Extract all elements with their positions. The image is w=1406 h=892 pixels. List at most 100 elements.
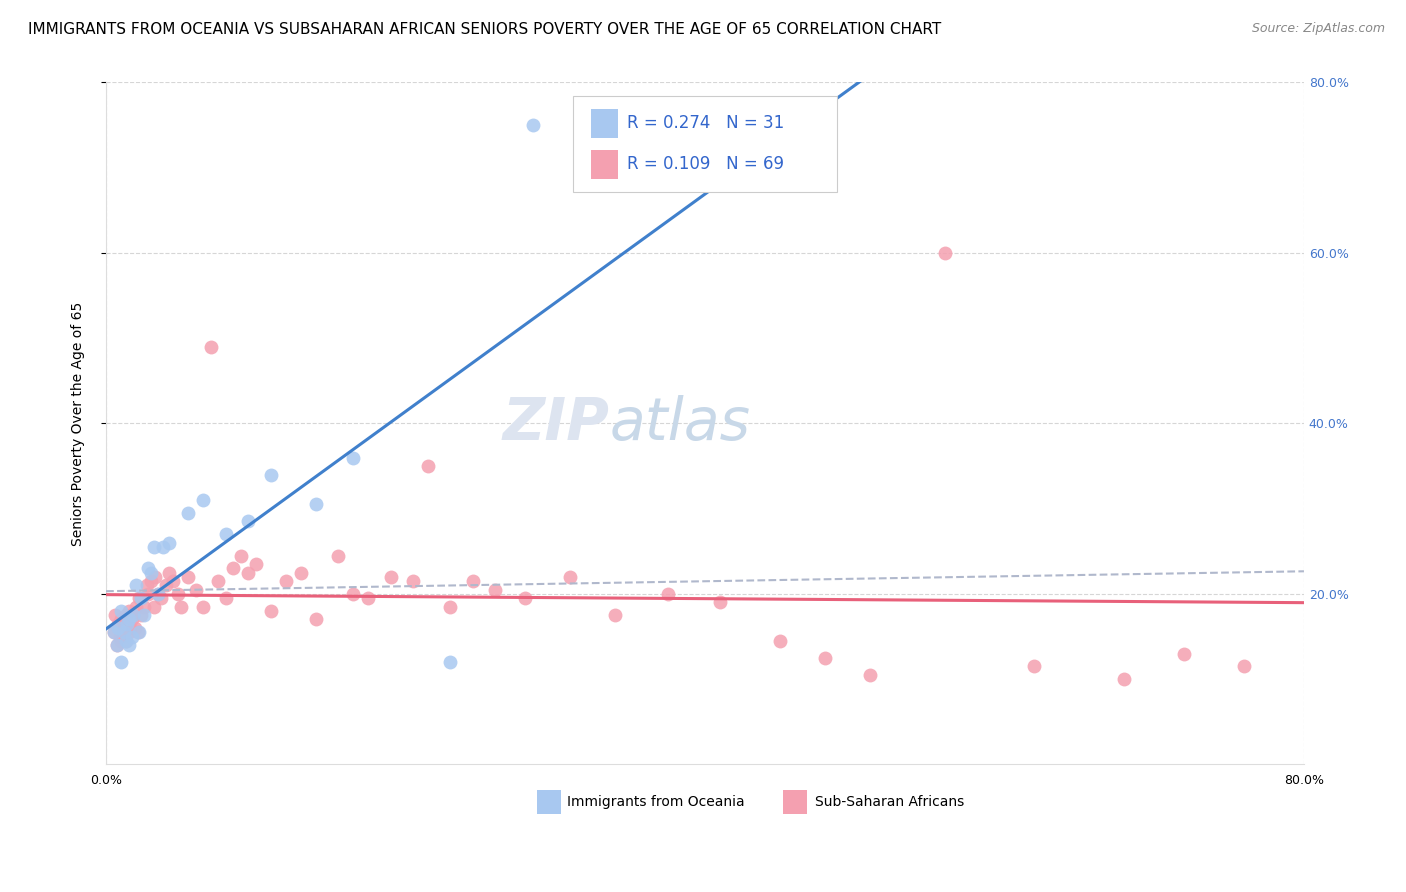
- Point: [136, 561, 159, 575]
- Point: [107, 616, 129, 631]
- Point: [118, 621, 141, 635]
- Point: [112, 616, 135, 631]
- Point: [461, 574, 484, 589]
- FancyBboxPatch shape: [783, 789, 807, 814]
- Point: [193, 599, 215, 614]
- Point: [150, 591, 173, 606]
- Point: [115, 616, 138, 631]
- Point: [136, 587, 159, 601]
- Point: [157, 566, 180, 580]
- Point: [122, 608, 145, 623]
- Point: [128, 625, 150, 640]
- Point: [769, 633, 792, 648]
- Point: [484, 582, 506, 597]
- Point: [114, 633, 136, 648]
- Point: [110, 633, 132, 648]
- Point: [104, 608, 127, 623]
- Point: [143, 599, 166, 614]
- Point: [143, 540, 166, 554]
- Point: [416, 458, 439, 473]
- Point: [207, 574, 229, 589]
- Point: [124, 621, 146, 635]
- Point: [152, 540, 174, 554]
- Point: [110, 655, 132, 669]
- Point: [110, 613, 132, 627]
- Point: [162, 574, 184, 589]
- Point: [238, 515, 260, 529]
- Point: [402, 574, 425, 589]
- Point: [125, 599, 148, 614]
- Point: [709, 595, 731, 609]
- Point: [657, 587, 679, 601]
- Point: [193, 493, 215, 508]
- Point: [515, 591, 537, 606]
- Point: [1233, 659, 1256, 673]
- Point: [122, 608, 145, 623]
- Text: IMMIGRANTS FROM OCEANIA VS SUBSAHARAN AFRICAN SENIORS POVERTY OVER THE AGE OF 65: IMMIGRANTS FROM OCEANIA VS SUBSAHARAN AF…: [28, 22, 942, 37]
- Point: [859, 668, 882, 682]
- Point: [110, 604, 132, 618]
- FancyBboxPatch shape: [574, 96, 837, 192]
- Point: [114, 608, 136, 623]
- Text: R = 0.109   N = 69: R = 0.109 N = 69: [627, 155, 785, 173]
- Point: [342, 450, 364, 465]
- Point: [245, 557, 267, 571]
- Point: [139, 566, 162, 580]
- Point: [128, 591, 150, 606]
- Y-axis label: Seniors Poverty Over the Age of 65: Seniors Poverty Over the Age of 65: [72, 301, 86, 546]
- FancyBboxPatch shape: [537, 789, 561, 814]
- Point: [107, 621, 129, 635]
- Point: [229, 549, 252, 563]
- Point: [560, 570, 582, 584]
- Point: [215, 527, 238, 541]
- Point: [274, 574, 297, 589]
- Point: [105, 638, 128, 652]
- Point: [260, 467, 283, 482]
- Point: [167, 587, 190, 601]
- Point: [357, 591, 380, 606]
- Point: [157, 535, 180, 549]
- Point: [1024, 659, 1046, 673]
- Point: [148, 587, 170, 601]
- Point: [127, 625, 149, 640]
- Point: [121, 613, 143, 627]
- Point: [1114, 672, 1136, 686]
- Point: [117, 638, 139, 652]
- Point: [177, 570, 200, 584]
- Point: [117, 613, 139, 627]
- FancyBboxPatch shape: [591, 150, 617, 178]
- Point: [121, 630, 143, 644]
- Point: [135, 578, 157, 592]
- Point: [132, 608, 155, 623]
- Point: [305, 497, 328, 511]
- Point: [200, 340, 222, 354]
- Point: [105, 638, 128, 652]
- FancyBboxPatch shape: [591, 109, 617, 137]
- Point: [129, 608, 152, 623]
- Point: [439, 655, 461, 669]
- Text: Source: ZipAtlas.com: Source: ZipAtlas.com: [1251, 22, 1385, 36]
- Point: [112, 625, 135, 640]
- Point: [328, 549, 350, 563]
- Point: [148, 587, 170, 601]
- Point: [215, 591, 238, 606]
- Point: [238, 566, 260, 580]
- Point: [108, 630, 131, 644]
- Point: [439, 599, 461, 614]
- Point: [132, 599, 155, 614]
- Point: [222, 561, 245, 575]
- Text: R = 0.274   N = 31: R = 0.274 N = 31: [627, 114, 785, 132]
- Text: Sub-Saharan Africans: Sub-Saharan Africans: [815, 795, 965, 809]
- Point: [103, 625, 125, 640]
- Point: [117, 604, 139, 618]
- Point: [139, 574, 162, 589]
- Point: [155, 578, 177, 592]
- Point: [170, 599, 193, 614]
- Point: [103, 625, 125, 640]
- Text: atlas: atlas: [609, 395, 751, 452]
- Point: [117, 625, 139, 640]
- Point: [934, 246, 956, 260]
- Point: [1173, 647, 1195, 661]
- Point: [129, 591, 152, 606]
- Point: [125, 578, 148, 592]
